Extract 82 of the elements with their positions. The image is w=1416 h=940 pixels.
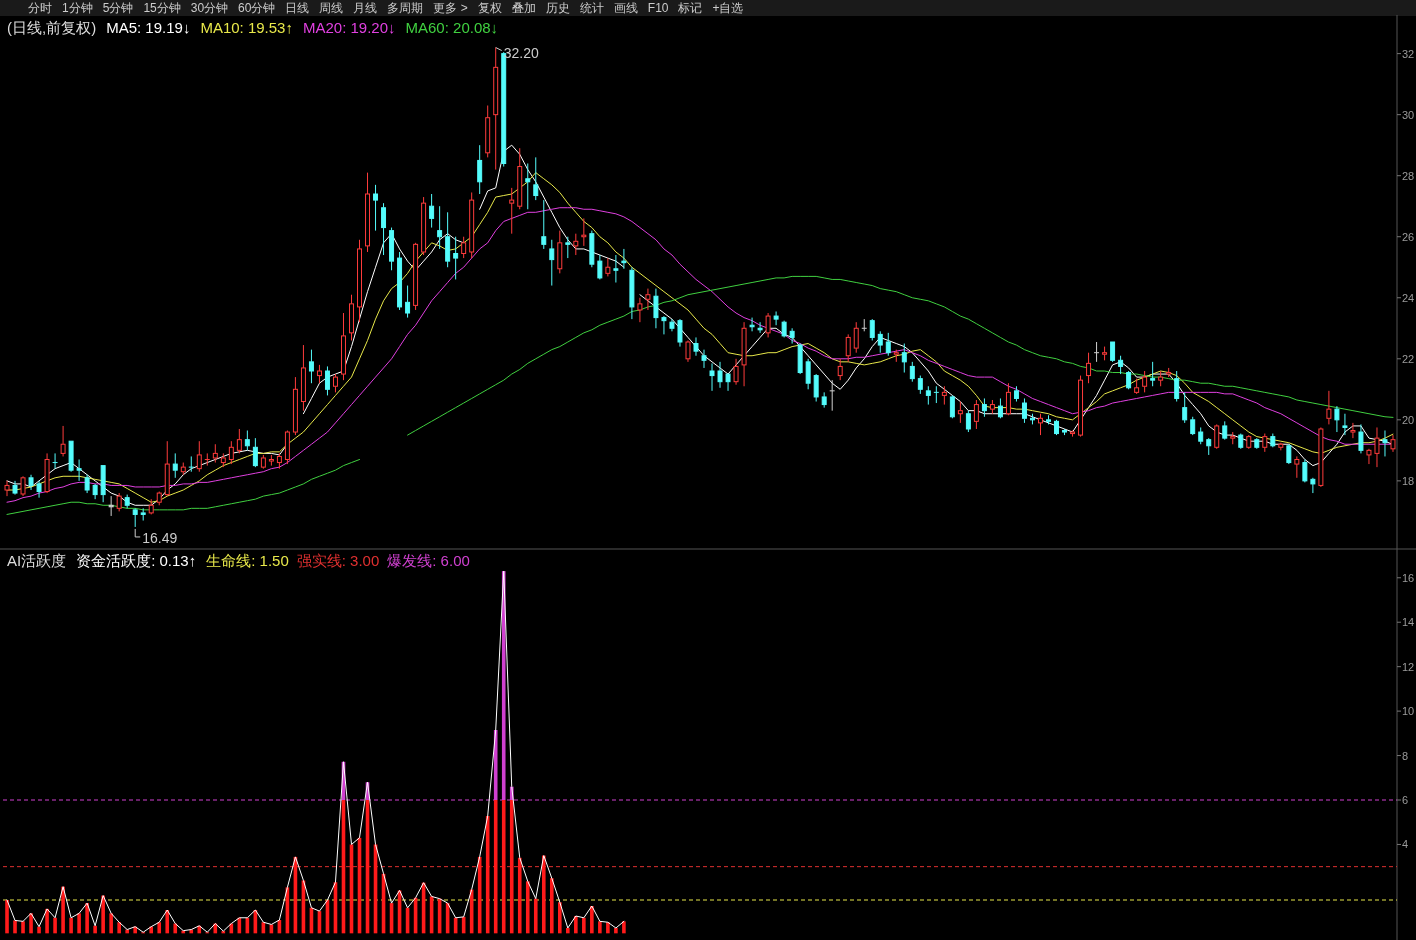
- bar: [582, 917, 586, 934]
- text: F10: [647, 1, 669, 15]
- bar: [622, 921, 626, 934]
- y-tick-label: 28: [1402, 169, 1415, 182]
- text: 标记: [677, 1, 703, 15]
- text: MA60: 20.08↓: [405, 19, 499, 36]
- bar: [517, 857, 522, 934]
- text: MA10: 19.53↑: [200, 19, 293, 36]
- y-tick-label: 14: [1402, 616, 1415, 629]
- text: +自选: [712, 1, 744, 15]
- bar: [93, 925, 97, 934]
- text: 60分钟: [238, 1, 276, 15]
- bar: [493, 800, 498, 934]
- bar: [61, 886, 65, 934]
- bar: [117, 922, 121, 934]
- ref-line-label: 爆发线: 6.00: [387, 552, 470, 569]
- y-tick-label: 8: [1402, 749, 1409, 762]
- bar: [541, 855, 546, 934]
- bar: [606, 922, 610, 934]
- bar: [13, 920, 17, 934]
- text: 叠加: [511, 1, 536, 15]
- annotation: 16.49: [142, 529, 178, 546]
- bar: [525, 881, 530, 934]
- y-tick-label: 6: [1402, 794, 1409, 806]
- bar: [173, 923, 178, 934]
- text: 资金活跃度: 0.13↑: [76, 552, 197, 569]
- bar: [29, 913, 33, 934]
- bar: [45, 908, 49, 934]
- bar: [549, 878, 554, 934]
- bar: [165, 910, 170, 934]
- y-tick-label: 20: [1402, 413, 1415, 426]
- text: 周线: [319, 1, 344, 15]
- y-tick-label: 30: [1402, 108, 1415, 121]
- bar: [101, 895, 105, 934]
- bar: [21, 921, 25, 934]
- y-tick-label: 24: [1402, 291, 1415, 304]
- ref-line-label: 生命线: 1.50: [206, 552, 289, 569]
- y-tick-label: 10: [1402, 705, 1415, 718]
- chart-title: AI活跃度: [7, 552, 67, 569]
- annotation: 32.20: [503, 44, 539, 61]
- bar: [558, 902, 562, 934]
- y-tick-label: 12: [1402, 660, 1415, 673]
- y-tick-label: 26: [1402, 230, 1415, 243]
- text: 30分钟: [190, 1, 229, 15]
- text: 分时: [28, 1, 52, 15]
- bar: [157, 922, 162, 934]
- y-tick-label: 16: [1402, 571, 1415, 584]
- text: 日线: [285, 1, 310, 15]
- text: MA20: 19.20↓: [302, 19, 396, 36]
- line-series: [6, 570, 625, 933]
- bar: [69, 917, 73, 934]
- text: MA5: 19.19↓: [106, 19, 191, 36]
- bar: [574, 916, 578, 934]
- text: 更多 >: [433, 1, 468, 15]
- text: 统计: [579, 1, 604, 15]
- bar: [109, 913, 113, 934]
- text: 15分钟: [143, 1, 181, 15]
- bar: [53, 917, 57, 934]
- text: 1分钟: [62, 1, 93, 15]
- bar: [85, 903, 89, 934]
- text: 5分钟: [102, 1, 134, 15]
- y-tick-label: 18: [1402, 474, 1415, 487]
- bar: [37, 926, 41, 934]
- bar: [501, 800, 506, 934]
- bar: [5, 900, 9, 934]
- text: 月线: [353, 1, 378, 15]
- text: 画线: [613, 1, 638, 15]
- bar: [77, 913, 81, 934]
- ref-line-label: 强实线: 3.00: [296, 552, 380, 569]
- y-tick-label: 32: [1402, 47, 1415, 60]
- y-tick-label: 22: [1402, 352, 1415, 365]
- chart-title: (日线,前复权): [7, 19, 97, 36]
- bar: [533, 898, 538, 934]
- text: 历史: [545, 1, 570, 15]
- bar: [614, 928, 618, 934]
- bar: [509, 800, 514, 934]
- text: 多周期: [387, 1, 424, 15]
- y-tick-label: 4: [1402, 838, 1409, 851]
- bar: [590, 906, 594, 934]
- text: 复权: [477, 1, 502, 15]
- bar: [566, 928, 570, 934]
- bar: [598, 921, 602, 934]
